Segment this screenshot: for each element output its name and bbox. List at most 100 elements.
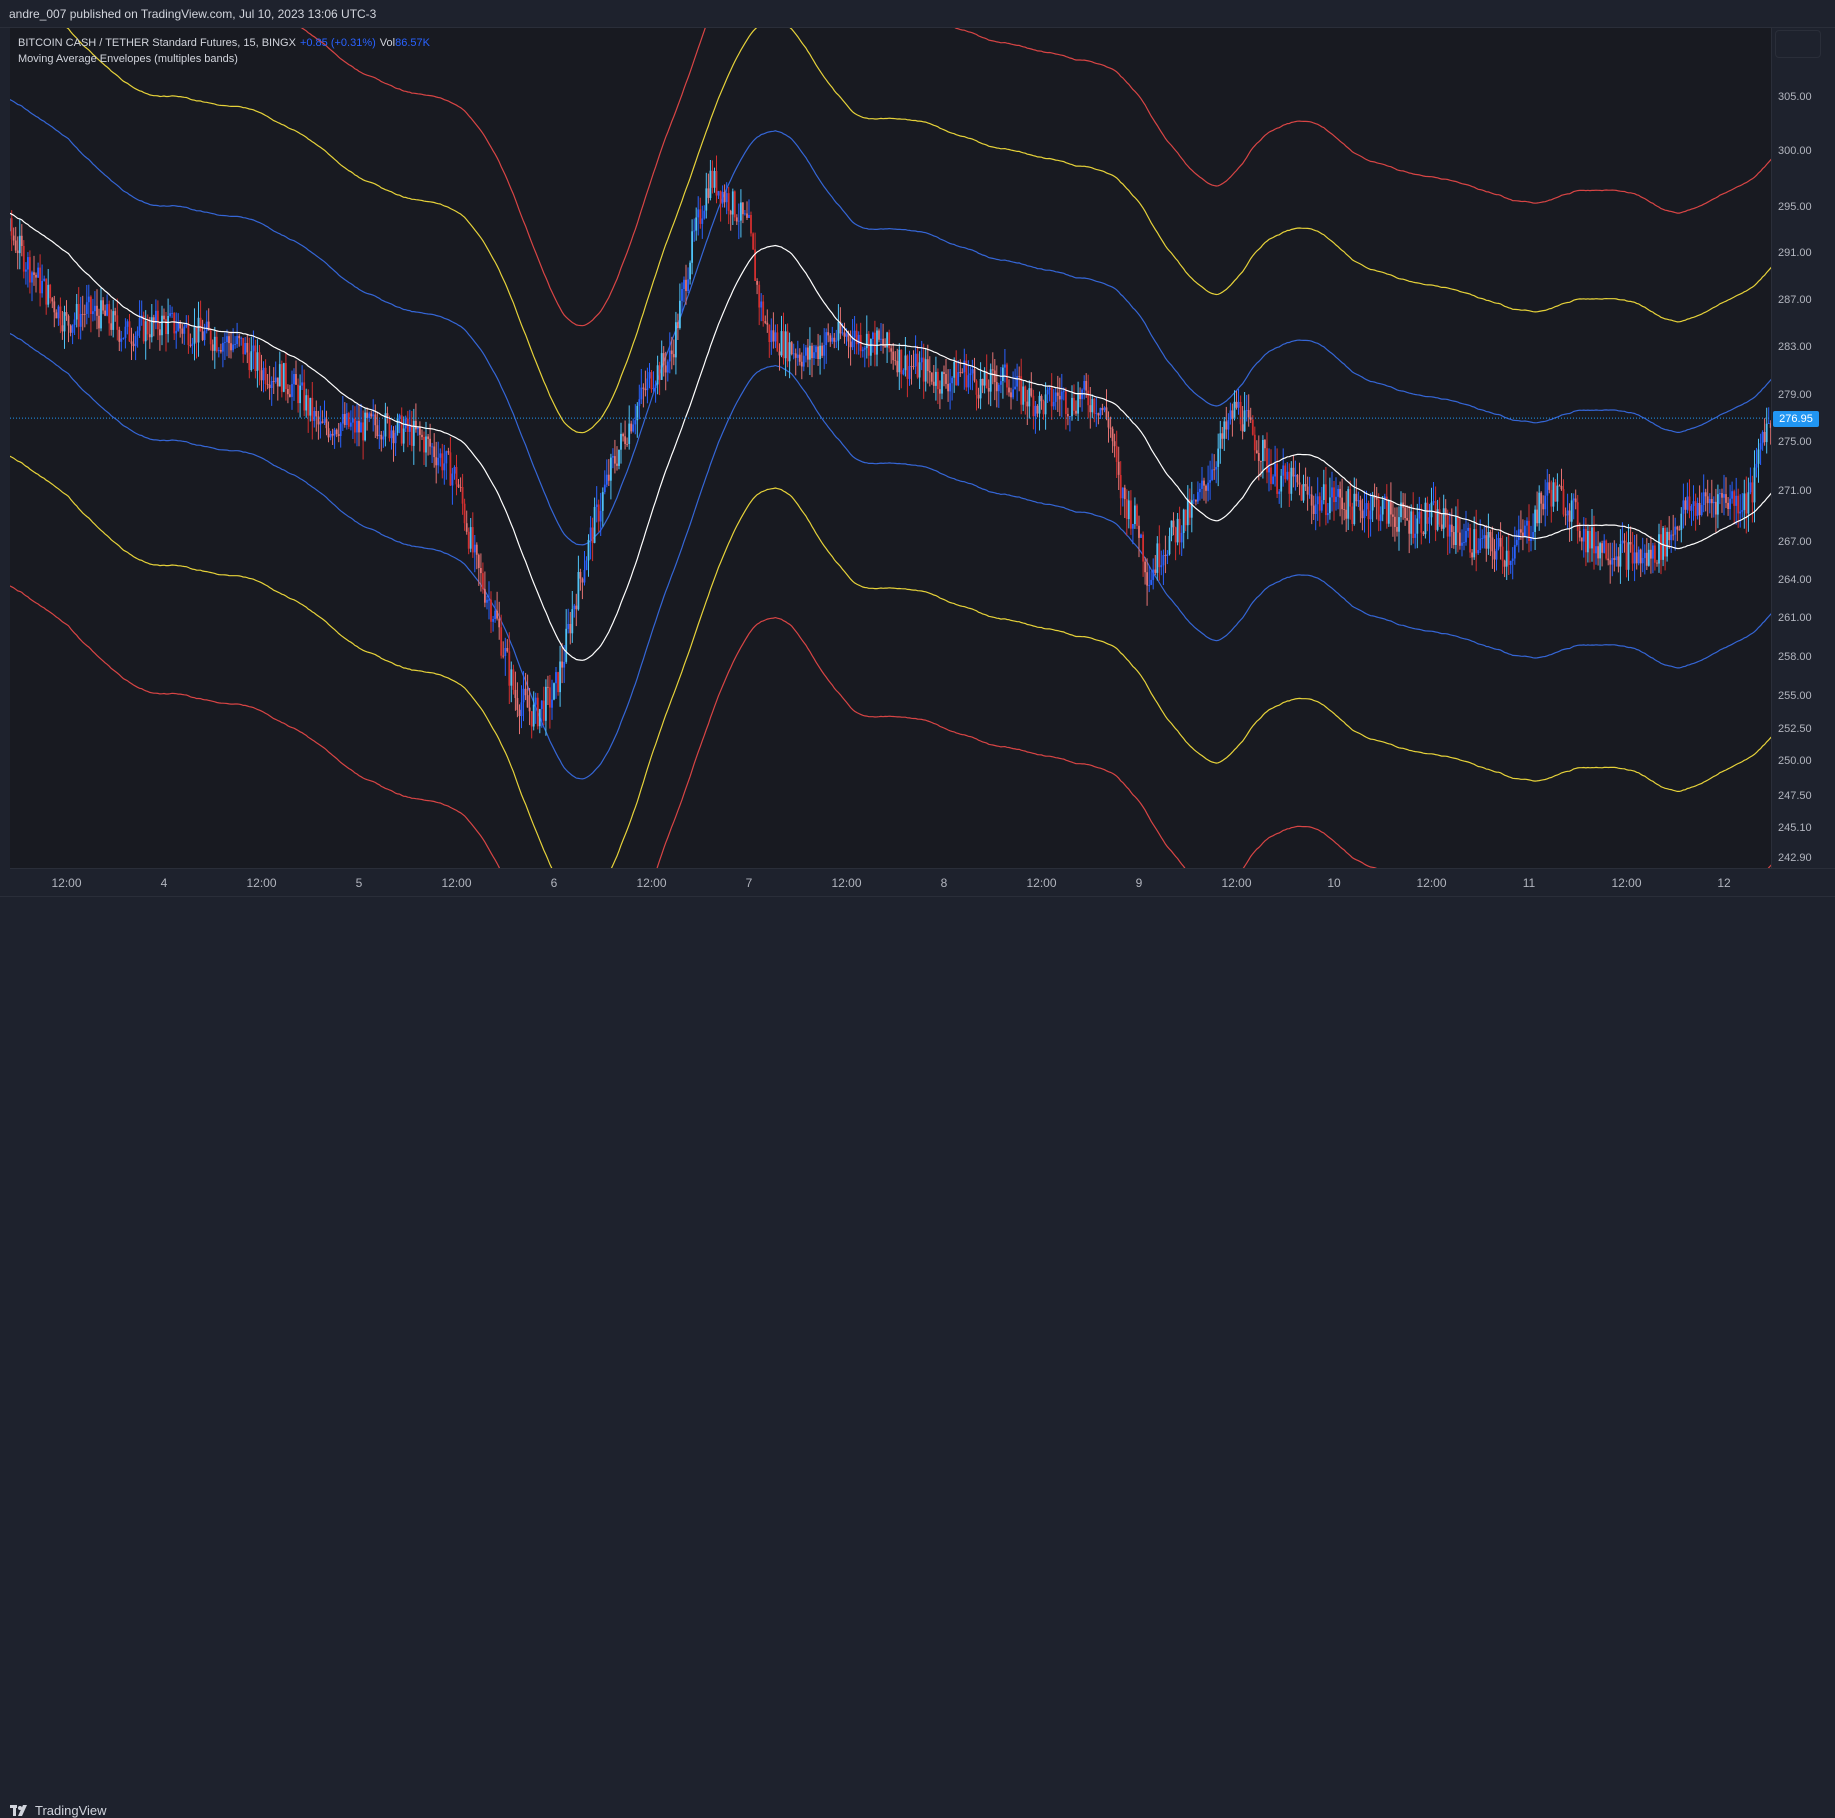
candle-body	[1455, 517, 1457, 545]
candle-body	[1490, 532, 1492, 538]
candle-body	[732, 191, 734, 214]
candle-body	[102, 300, 104, 310]
time-tick-label: 12:00	[831, 876, 861, 890]
candle-body	[106, 304, 108, 316]
candle-body	[23, 246, 25, 272]
candle-body	[645, 389, 647, 390]
candle-body	[990, 369, 992, 391]
candle-body	[547, 687, 549, 688]
candle-body	[313, 411, 315, 421]
candle-body	[100, 300, 102, 328]
candle-body	[151, 317, 153, 337]
candle-body	[1368, 503, 1370, 519]
candle-body	[1640, 550, 1642, 564]
candle-body	[614, 456, 616, 464]
candle-body	[401, 415, 403, 443]
candle-body	[204, 331, 206, 340]
candle-body	[98, 316, 100, 329]
candle-body	[194, 327, 196, 344]
time-tick-label: 9	[1136, 876, 1143, 890]
candle-body	[167, 316, 169, 334]
candle-body	[1163, 555, 1165, 565]
symbol-title[interactable]: BITCOIN CASH / TETHER Standard Futures, …	[18, 35, 296, 51]
candle-body	[513, 669, 515, 689]
candle-body	[47, 285, 49, 305]
candle-body	[931, 372, 933, 381]
candle-body	[1018, 376, 1020, 377]
candle-body	[1282, 466, 1284, 476]
candle-body	[1262, 440, 1264, 461]
candle-body	[309, 398, 311, 416]
candle-body	[1345, 510, 1347, 519]
candle-body	[764, 321, 766, 323]
candle-body	[1098, 413, 1100, 415]
candle-body	[1699, 503, 1701, 515]
candle-body	[1654, 546, 1656, 563]
candle-body	[1246, 410, 1248, 411]
candle-body	[311, 398, 313, 421]
candle-body	[575, 606, 577, 610]
candle-body	[169, 313, 171, 316]
candle-body	[1014, 387, 1016, 390]
candle-body	[289, 394, 291, 397]
last-price-label: 276.95	[1773, 411, 1819, 427]
candle-body	[1187, 499, 1189, 525]
candle-body	[1112, 429, 1114, 441]
candle-body	[584, 570, 586, 583]
time-tick-label: 7	[746, 876, 753, 890]
candle-body	[693, 231, 695, 232]
candle-body	[506, 648, 508, 651]
indicator-title[interactable]: Moving Average Envelopes (multiples band…	[18, 51, 238, 67]
candle-body	[192, 344, 194, 346]
candle-body	[415, 421, 417, 429]
candle-body	[620, 434, 622, 450]
candle-body	[565, 629, 567, 662]
candle-body	[821, 346, 823, 356]
candle-body	[1467, 528, 1469, 531]
candle-body	[529, 708, 531, 712]
candle-body	[1179, 519, 1181, 543]
candle-body	[590, 528, 592, 540]
candle-body	[3, 220, 5, 221]
candle-body	[437, 458, 439, 465]
candle-body	[1181, 533, 1183, 543]
candle-body	[1624, 541, 1626, 543]
candle-body	[1609, 560, 1611, 564]
candle-body	[277, 378, 279, 387]
candle-body	[1546, 482, 1548, 495]
candle-body	[157, 311, 159, 330]
candle-body	[129, 321, 131, 341]
candle-body	[1327, 513, 1329, 515]
candle-body	[1205, 486, 1207, 491]
candle-body	[265, 368, 267, 384]
candle-body	[1167, 554, 1169, 556]
candle-body	[561, 662, 563, 668]
candle-body	[720, 191, 722, 204]
volume-value: 86.57K	[395, 35, 430, 51]
candle-body	[1601, 543, 1603, 553]
candle-body	[504, 648, 506, 656]
candle-body	[1703, 492, 1705, 505]
candle-body	[1309, 495, 1311, 496]
candle-body	[348, 413, 350, 427]
candle-body	[1752, 482, 1754, 502]
price-tick-label: 283.00	[1778, 341, 1812, 353]
candle-body	[27, 257, 29, 269]
candle-body	[200, 318, 202, 332]
candle-body	[1463, 542, 1465, 543]
candle-body	[376, 425, 378, 436]
candle-body	[450, 452, 452, 485]
tradingview-logo[interactable]: TradingView	[10, 1803, 107, 1818]
time-tick-label: 12:00	[246, 876, 276, 890]
candle-body	[941, 372, 943, 394]
candle-body	[188, 324, 190, 345]
candle-body	[1305, 484, 1307, 487]
time-tick-label: 12:00	[636, 876, 666, 890]
time-tick-label: 4	[161, 876, 168, 890]
price-tick-label: 247.50	[1778, 790, 1812, 802]
candle-body	[1465, 531, 1467, 542]
candle-body	[1355, 494, 1357, 501]
candle-body	[1516, 540, 1518, 545]
candle-body	[305, 395, 307, 410]
price-axis-settings-button[interactable]	[1775, 30, 1821, 58]
